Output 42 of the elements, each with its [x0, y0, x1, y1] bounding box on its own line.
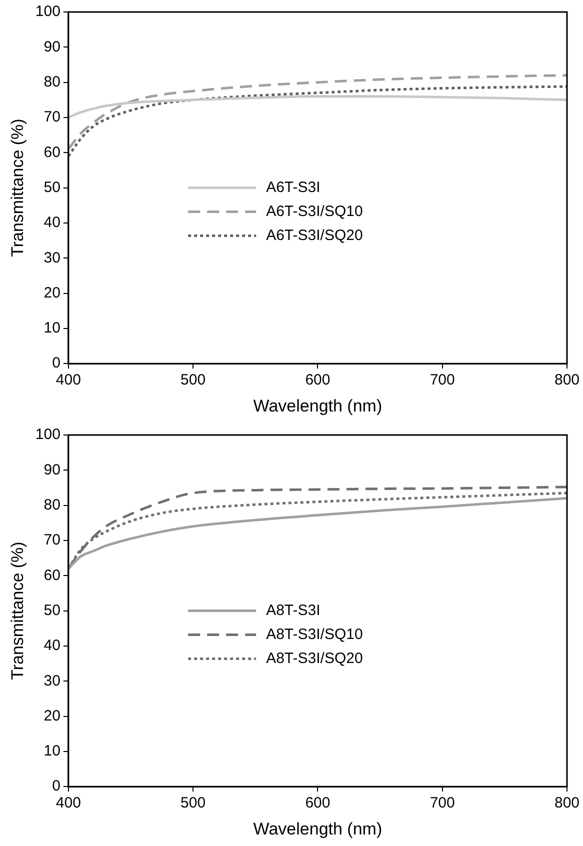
- legend-label: A6T-S3I: [266, 178, 320, 196]
- legend-label: A8T-S3I/SQ20: [266, 650, 363, 667]
- y-tick-label: 80: [44, 73, 60, 90]
- legend-label: A6T-S3I/SQ20: [266, 226, 363, 244]
- x-tick-label: 800: [554, 794, 580, 812]
- y-tick-label: 20: [44, 707, 60, 724]
- y-tick-label: 90: [44, 38, 60, 56]
- x-axis-title: Wavelength (nm): [253, 396, 382, 416]
- x-tick-label: 700: [430, 372, 455, 389]
- y-tick-label: 60: [44, 566, 60, 584]
- legend-label: A8T-S3I: [266, 602, 320, 619]
- y-tick-label: 30: [44, 672, 60, 690]
- x-tick-label: 500: [180, 372, 206, 389]
- y-tick-label: 30: [44, 249, 60, 266]
- y-tick-label: 10: [44, 320, 60, 337]
- x-axis-title: Wavelength (nm): [253, 819, 382, 838]
- x-tick-label: 700: [430, 794, 455, 812]
- legend-label: A8T-S3I/SQ10: [266, 626, 363, 643]
- y-tick-label: 50: [44, 602, 60, 619]
- legend-label: A6T-S3I/SQ10: [266, 202, 363, 220]
- y-tick-label: 20: [44, 284, 60, 302]
- y-tick-label: 90: [44, 461, 60, 478]
- x-tick-label: 600: [305, 794, 330, 812]
- y-tick-label: 50: [44, 178, 60, 196]
- y-tick-label: 70: [44, 532, 60, 549]
- y-axis-title: Transmittance (%): [8, 118, 27, 257]
- y-axis-title: Transmittance (%): [8, 542, 27, 680]
- x-tick-label: 800: [554, 372, 580, 389]
- x-tick-label: 500: [180, 794, 206, 812]
- y-tick-label: 10: [44, 742, 60, 760]
- y-tick-label: 70: [44, 108, 60, 126]
- y-tick-label: 80: [44, 496, 60, 514]
- x-tick-label: 600: [305, 372, 330, 389]
- y-tick-label: 40: [44, 637, 60, 654]
- y-tick-label: 60: [44, 144, 60, 161]
- y-tick-label: 100: [35, 426, 60, 444]
- y-tick-label: 40: [44, 214, 60, 232]
- x-tick-label: 400: [56, 794, 81, 812]
- x-tick-label: 400: [56, 372, 81, 389]
- y-tick-label: 0: [52, 354, 60, 372]
- y-tick-label: 0: [52, 778, 60, 795]
- y-tick-label: 100: [35, 3, 60, 20]
